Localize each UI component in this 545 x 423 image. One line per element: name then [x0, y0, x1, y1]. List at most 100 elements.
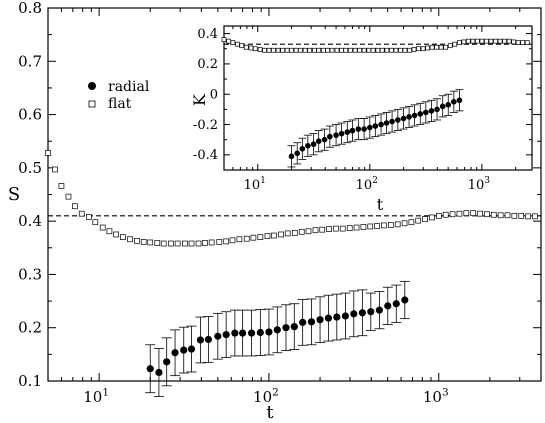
inset-y-tick-label: 0	[210, 88, 218, 103]
inset-data-point-flat	[497, 38, 503, 44]
main-y-axis-label: S	[8, 184, 20, 205]
inset-data-point-radial	[299, 145, 306, 152]
main-data-point-flat	[415, 217, 422, 224]
legend: radial flat	[88, 79, 150, 112]
main-data-point-flat	[360, 224, 367, 230]
inset-data-point-flat	[361, 47, 367, 53]
inset-y-tick-label: -0.2	[193, 118, 218, 133]
inset-data-point-radial	[361, 126, 367, 132]
inset-data-point-flat	[321, 47, 326, 53]
inset-data-point-flat	[375, 47, 381, 53]
inset-data-point-flat	[329, 47, 335, 53]
main-data-point-flat	[470, 210, 477, 216]
main-data-point-radial	[171, 349, 179, 357]
main-data-point-radial	[155, 368, 163, 377]
main-data-point-flat	[305, 228, 312, 235]
inset-data-point-radial	[355, 126, 362, 132]
main-data-point-radial	[299, 318, 307, 326]
main-data-point-flat	[477, 210, 483, 217]
inset-data-point-flat	[379, 47, 385, 53]
inset-data-point-radial	[417, 111, 424, 117]
inset-x-axis-label: t	[377, 195, 384, 214]
main-data-point-flat	[195, 240, 202, 247]
main-y-tick-label: 0.5	[18, 159, 42, 177]
main-data-point-flat	[243, 235, 250, 242]
inset-data-point-flat	[461, 39, 467, 45]
main-data-point-flat	[422, 216, 428, 222]
main-data-point-radial	[146, 365, 154, 373]
inset-data-point-radial	[310, 141, 317, 148]
legend-label-flat: flat	[108, 96, 132, 112]
main-data-point-flat	[429, 214, 435, 221]
inset-plot: -0.4 -0.2 0 0.2 0.4 101 102 103	[193, 26, 532, 193]
main-data-point-radial	[392, 300, 400, 308]
inset-data-point-radial	[344, 129, 351, 135]
inset-data-point-flat	[239, 43, 245, 49]
inset-data-point-radial	[451, 98, 457, 105]
inset-data-point-flat	[226, 38, 231, 44]
main-data-point-radial	[350, 310, 358, 318]
inset-data-point-flat	[407, 47, 412, 53]
inset-data-point-flat	[475, 38, 480, 44]
main-data-point-flat	[339, 225, 346, 232]
inset-data-point-flat	[384, 47, 390, 53]
inset-y-tick-label: 0.4	[197, 27, 218, 42]
inset-data-point-flat	[271, 47, 276, 53]
main-x-axis-label: t	[266, 402, 274, 423]
inset-data-point-radial	[428, 108, 435, 114]
main-data-point-flat	[435, 212, 442, 219]
main-data-point-flat	[312, 227, 319, 234]
inset-data-point-flat	[347, 47, 353, 53]
main-data-point-radial	[282, 324, 290, 332]
inset-data-point-flat	[230, 40, 236, 46]
main-data-point-flat	[525, 213, 531, 220]
inset-data-point-flat	[334, 47, 340, 53]
inset-data-point-flat	[252, 46, 258, 52]
main-data-point-radial	[375, 306, 383, 314]
inset-data-point-flat	[520, 40, 526, 46]
main-data-point-flat	[271, 232, 277, 239]
main-data-point-radial	[256, 328, 264, 337]
main-data-point-radial	[214, 332, 222, 340]
main-data-point-flat	[92, 219, 99, 226]
main-data-point-flat	[154, 240, 161, 246]
main-data-point-flat	[442, 211, 449, 218]
main-data-point-flat	[532, 213, 538, 220]
inset-x-tick-label: 102	[356, 176, 378, 193]
main-data-point-radial	[401, 296, 409, 304]
main-data-point-flat	[113, 231, 120, 238]
main-data-point-flat	[353, 224, 360, 231]
inset-data-point-flat	[221, 37, 227, 42]
legend-marker-radial	[88, 82, 96, 90]
inset-data-point-flat	[425, 45, 430, 51]
inset-data-point-flat	[248, 45, 254, 51]
main-data-point-flat	[291, 230, 298, 236]
main-data-point-flat	[298, 228, 305, 235]
main-data-point-flat	[449, 211, 456, 218]
main-data-point-flat	[120, 234, 126, 240]
main-data-point-flat	[52, 166, 58, 173]
main-data-point-flat	[208, 239, 215, 246]
main-data-point-flat	[229, 237, 236, 244]
inset-plot-frame	[223, 25, 533, 171]
main-y-tick-label: 0.4	[18, 212, 42, 230]
inset-data-point-flat	[416, 46, 421, 52]
main-data-point-flat	[484, 211, 490, 218]
main-data-point-flat	[511, 212, 518, 219]
main-data-point-flat	[202, 240, 208, 246]
inset-data-point-flat	[389, 47, 394, 53]
main-series-flat	[45, 150, 538, 247]
inset-data-point-flat	[479, 38, 485, 44]
inset-data-point-radial	[389, 118, 395, 125]
inset-data-point-flat	[339, 47, 344, 53]
inset-data-point-flat	[484, 38, 489, 44]
inset-data-point-flat	[420, 46, 426, 52]
main-data-point-radial	[222, 331, 230, 339]
main-data-point-flat	[65, 193, 72, 200]
inset-data-point-radial	[456, 97, 463, 104]
inset-data-point-flat	[452, 41, 458, 47]
inset-data-point-flat	[443, 44, 449, 50]
main-data-point-flat	[168, 240, 174, 247]
main-data-point-flat	[394, 221, 401, 228]
main-data-point-flat	[45, 150, 51, 156]
